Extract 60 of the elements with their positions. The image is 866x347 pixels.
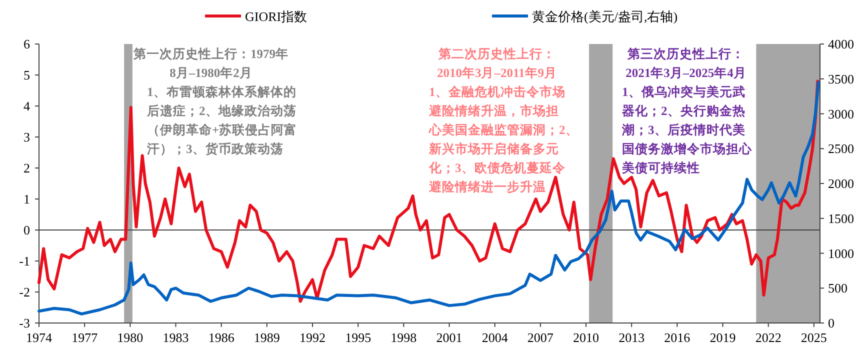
y2-tick-label: 1000 bbox=[828, 246, 854, 261]
y-tick-label: -2 bbox=[19, 284, 30, 300]
y-tick-label: 5 bbox=[24, 68, 30, 82]
annotation: 避险情绪进一步升温 bbox=[429, 180, 546, 194]
annotation: 国债务激增令市场担心 bbox=[622, 142, 752, 156]
x-tick-label: 1998 bbox=[390, 330, 417, 345]
annotation: 潮；3、后疫情时代美 bbox=[622, 123, 746, 137]
y-tick-label: 0 bbox=[24, 222, 30, 238]
x-tick-label: 2004 bbox=[482, 330, 508, 345]
y-tick-label: 6 bbox=[24, 36, 30, 52]
x-tick-label: 2019 bbox=[710, 330, 736, 345]
y2-tick-label: 4000 bbox=[828, 36, 854, 52]
y2-tick-label: 3500 bbox=[828, 71, 854, 86]
y2-tick-label: 500 bbox=[828, 280, 848, 296]
y2-tick-label: 2500 bbox=[828, 141, 854, 156]
annotation: 1、金融危机冲击令市场 bbox=[429, 85, 566, 99]
y2-tick-label: 1500 bbox=[828, 210, 854, 226]
annotation: 美债可持续性 bbox=[622, 161, 700, 175]
annotation: 后遗症；2、地缘政治动荡 bbox=[147, 104, 296, 118]
x-tick-label: 2022 bbox=[755, 330, 782, 345]
annotation: 2010年3月–2011年9月 bbox=[436, 66, 558, 80]
annotation: 器化；2、央行购金热 bbox=[622, 104, 746, 118]
annotation: 第二次历史性上行： bbox=[438, 47, 556, 61]
x-tick-label: 1974 bbox=[26, 330, 52, 345]
x-tick-label: 1983 bbox=[162, 330, 189, 345]
x-tick-label: 2001 bbox=[436, 330, 462, 345]
y-tick-label: 4 bbox=[24, 98, 30, 114]
annotation: 心美国金融监管漏洞；2、 bbox=[429, 123, 578, 137]
annotation: 新兴市场开启储备多元 bbox=[429, 142, 559, 156]
y2-tick-label: 3000 bbox=[828, 106, 854, 122]
x-tick-label: 2013 bbox=[618, 330, 645, 345]
annotation: 2021年3月–2025年4月 bbox=[626, 66, 746, 80]
x-tick-label: 1995 bbox=[345, 330, 372, 345]
x-tick-label: 2010 bbox=[573, 330, 600, 345]
x-tick-label: 1989 bbox=[254, 330, 280, 345]
x-tick-label: 2016 bbox=[664, 330, 691, 345]
y2-tick-label: 2000 bbox=[828, 176, 854, 191]
annotation: 避险情绪升温，市场担 bbox=[429, 104, 559, 118]
x-tick-label: 1986 bbox=[208, 330, 235, 345]
annotation: 化；3、欧债危机蔓延令 bbox=[429, 161, 566, 175]
annotation: 1、俄乌冲突与美元武 bbox=[622, 85, 746, 99]
y-tick-label: 2 bbox=[24, 160, 30, 176]
x-tick-label: 1980 bbox=[117, 330, 144, 345]
x-tick-label: 1977 bbox=[72, 330, 98, 345]
y2-tick-label: 0 bbox=[828, 316, 834, 330]
annotation: 8月–1980年2月 bbox=[170, 66, 252, 80]
y-tick-label: 3 bbox=[24, 130, 30, 144]
annotation: 1、布雷顿森林体系解体的 bbox=[147, 85, 296, 99]
x-tick-label: 2007 bbox=[527, 330, 554, 345]
annotation: （伊朗革命+苏联侵占阿富 bbox=[147, 123, 298, 137]
annotation: 汗）；3、货币政策动荡 bbox=[147, 142, 284, 156]
y-tick-label: 1 bbox=[24, 192, 30, 206]
y-tick-label: -1 bbox=[19, 254, 30, 268]
x-tick-label: 2025 bbox=[800, 330, 827, 345]
legend-label: GIORI指数 bbox=[245, 9, 308, 24]
x-tick-label: 1992 bbox=[300, 330, 326, 345]
legend-label: 黄金价格(美元/盎司,右轴) bbox=[532, 9, 678, 24]
annotation: 第一次历史性上行：1979年 bbox=[134, 47, 288, 61]
annotation: 第三次历史性上行： bbox=[628, 47, 744, 61]
y-tick-label: -3 bbox=[19, 316, 30, 330]
